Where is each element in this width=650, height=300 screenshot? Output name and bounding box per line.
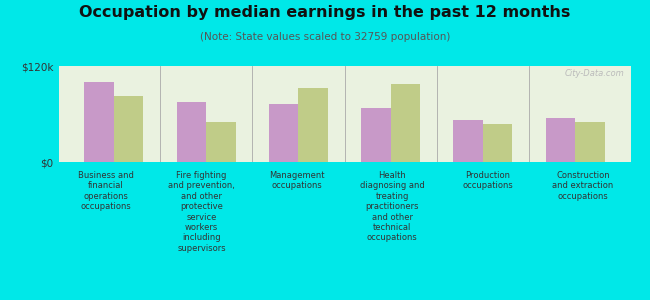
Bar [298, 88, 328, 162]
Bar [483, 124, 512, 162]
Bar [177, 102, 206, 162]
Bar [114, 96, 144, 162]
Text: Production
occupations: Production occupations [462, 171, 513, 190]
Bar [453, 120, 483, 162]
Bar [391, 84, 420, 162]
Bar [545, 118, 575, 162]
Bar [206, 122, 236, 162]
Text: Occupation by median earnings in the past 12 months: Occupation by median earnings in the pas… [79, 4, 571, 20]
Text: Fire fighting
and prevention,
and other
protective
service
workers
including
sup: Fire fighting and prevention, and other … [168, 171, 235, 253]
Text: (Note: State values scaled to 32759 population): (Note: State values scaled to 32759 popu… [200, 32, 450, 41]
Text: Construction
and extraction
occupations: Construction and extraction occupations [552, 171, 614, 201]
Bar [575, 122, 604, 162]
Bar [361, 108, 391, 162]
Text: Health
diagnosing and
treating
practitioners
and other
technical
occupations: Health diagnosing and treating practitio… [360, 171, 424, 242]
Text: Business and
financial
operations
occupations: Business and financial operations occupa… [78, 171, 134, 211]
Bar [84, 82, 114, 162]
Text: City-Data.com: City-Data.com [565, 69, 625, 78]
Bar [269, 104, 298, 162]
Text: Management
occupations: Management occupations [269, 171, 324, 190]
